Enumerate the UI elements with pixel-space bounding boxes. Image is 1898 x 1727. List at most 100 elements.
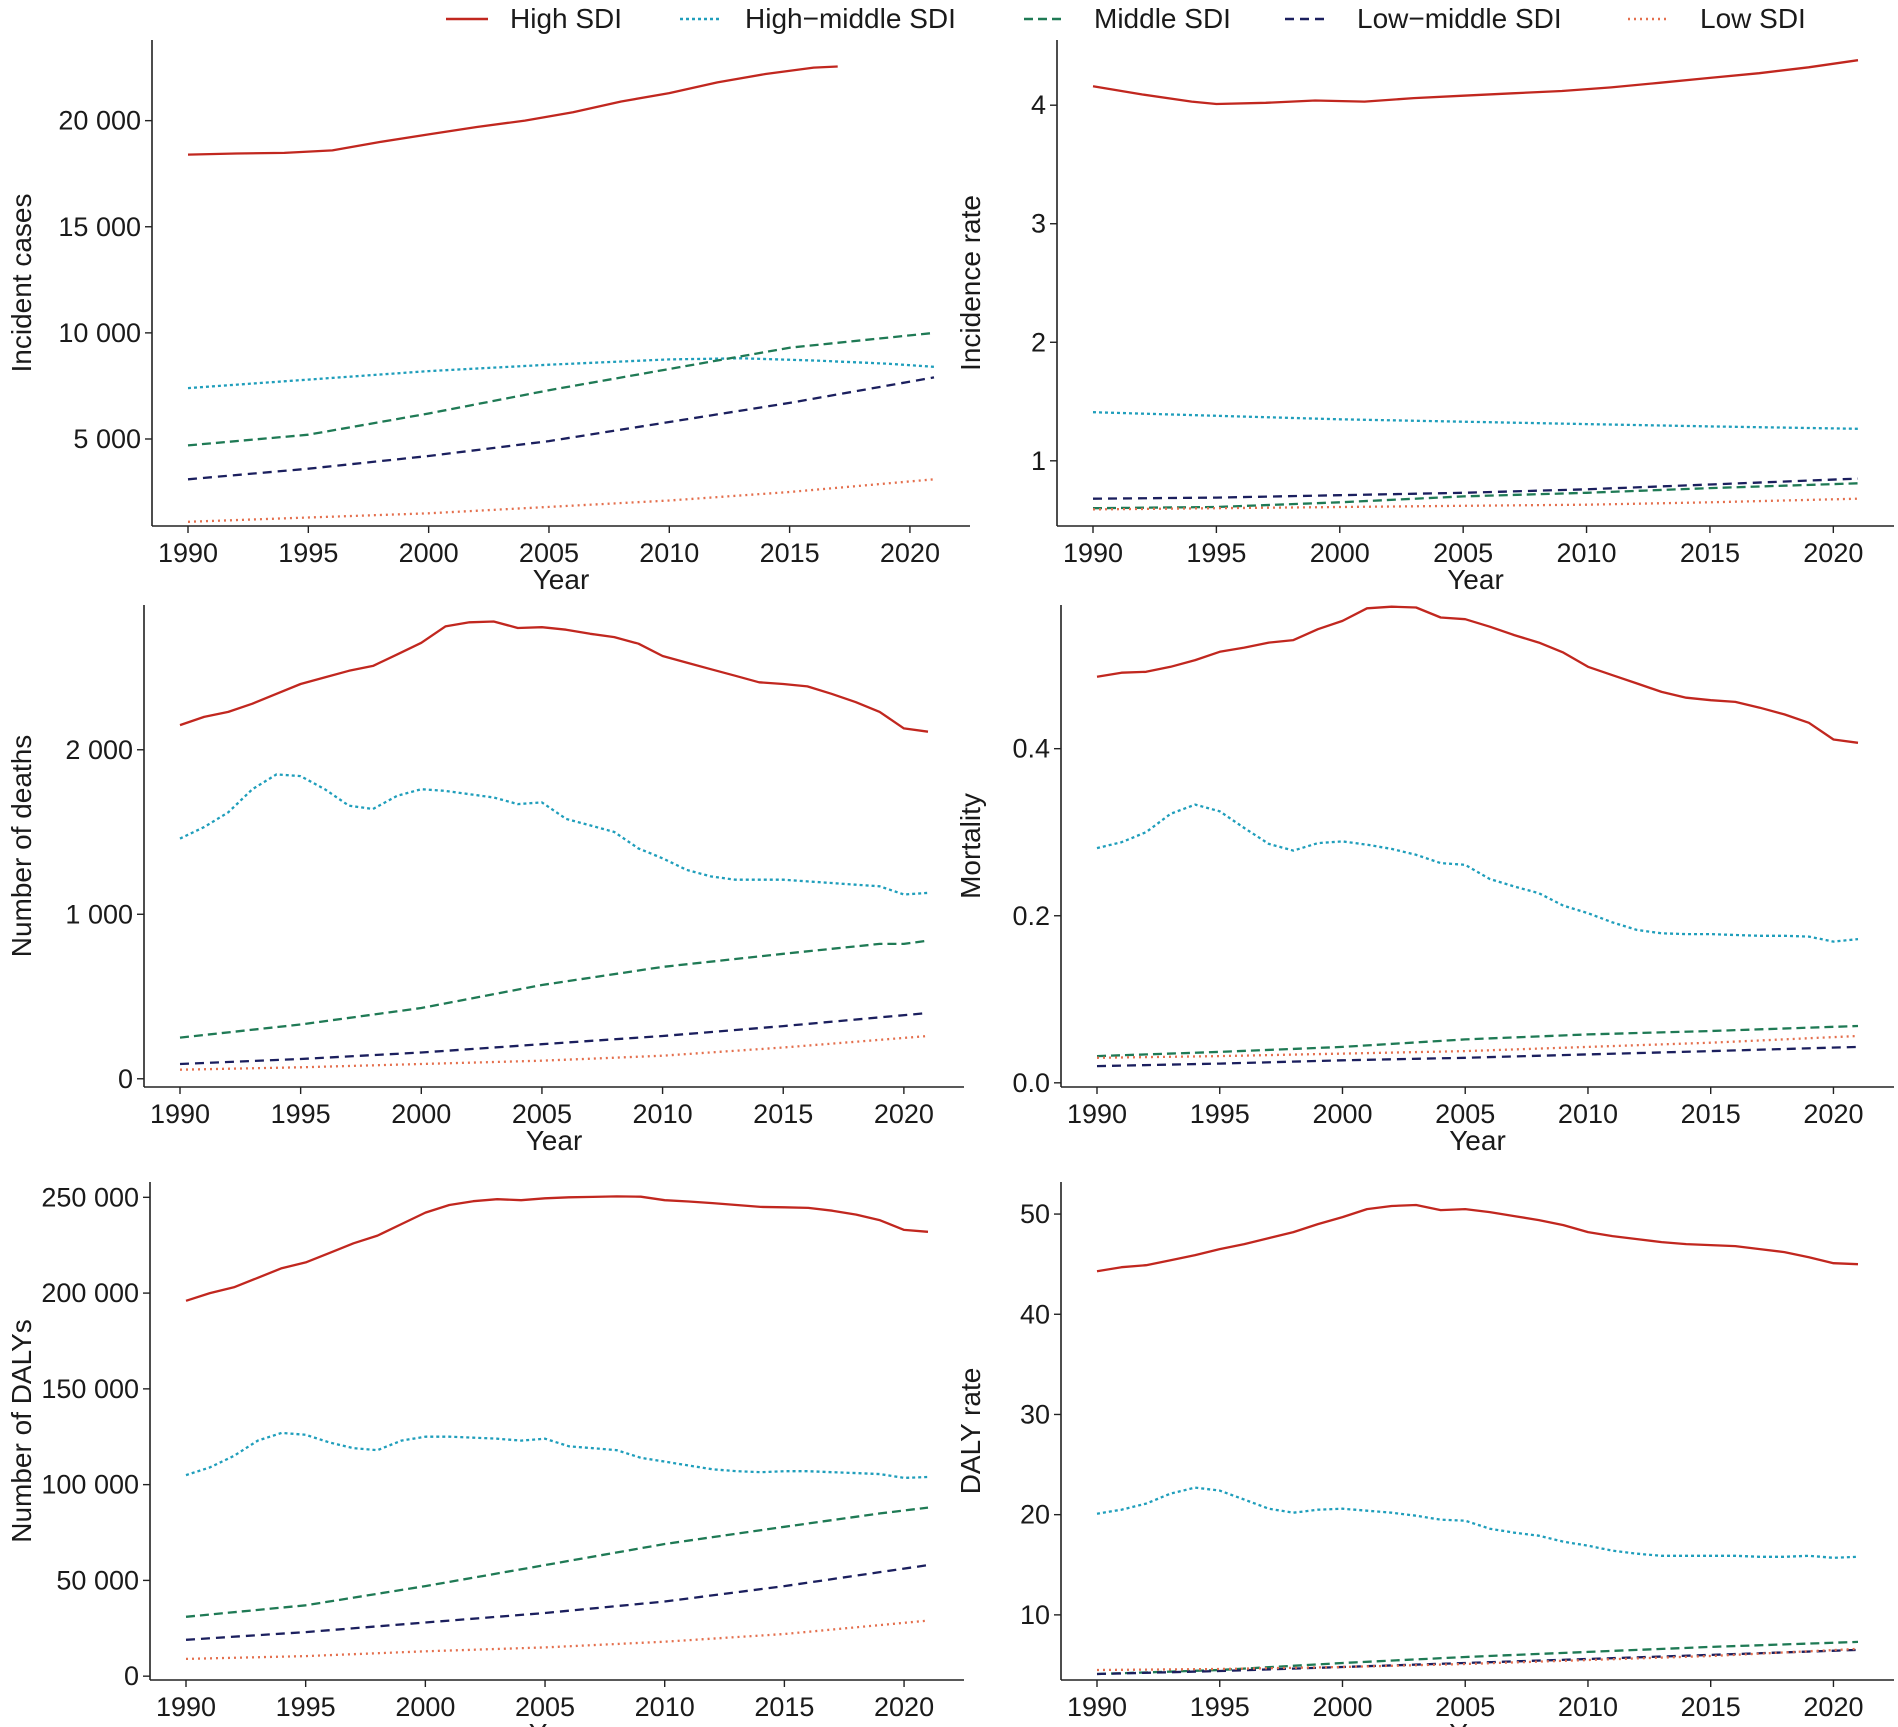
y-tick-label: 2 000 [65,735,133,765]
x-tick-label: 1990 [1067,1099,1127,1129]
x-tick-label: 2000 [1312,1692,1372,1722]
legend-label-low: Low SDI [1700,3,1806,34]
x-tick-label: 2015 [1680,538,1740,568]
series-line-low [187,478,935,523]
legend-label-mid: Middle SDI [1094,3,1231,34]
y-tick-label: 5 000 [73,424,141,454]
x-tick-label: 2020 [1803,1099,1863,1129]
x-tick-label: 2000 [391,1099,451,1129]
y-tick-label: 250 000 [41,1182,139,1212]
series-line-lowmid [1096,1045,1859,1068]
y-tick-label: 50 [1020,1199,1050,1229]
series-line-high [1096,1203,1859,1273]
chart-legend: High SDI High−middle SDI Middle SDI Low−mid… [446,3,1806,34]
incidence-rate-panel: 1 2 3 4 1990 1995 2000 2005 2010 2015 2020 Year Inci… [955,40,1894,595]
x-tick-label: 2010 [635,1692,695,1722]
x-tick-label: 2020 [874,1692,934,1722]
x-axis-title: Year [526,1125,583,1156]
x-tick-label: 2020 [874,1099,934,1129]
x-tick-label: 2010 [633,1099,693,1129]
x-axis-title: Year [1449,1125,1506,1156]
series-line-low [179,1034,929,1071]
x-tick-label: 1995 [276,1692,336,1722]
legend-label-lowmid: Low−middle SDI [1357,3,1562,34]
y-tick-label: 0.4 [1012,734,1050,764]
x-tick-label: 2005 [519,538,579,568]
y-tick-label: 0 [118,1064,133,1094]
series-line-high [187,65,838,156]
x-tick-label: 1995 [278,538,338,568]
series-line-high [179,620,929,733]
y-tick-label: 10 000 [58,318,141,348]
y-tick-label: 15 000 [58,212,141,242]
y-tick-label: 0 [124,1661,139,1691]
y-tick-label: 40 [1020,1299,1050,1329]
y-tick-label: 4 [1031,90,1046,120]
x-tick-label: 2020 [880,538,940,568]
y-axis-title: Number of DALYs [6,1319,37,1543]
x-tick-label: 1990 [1067,1692,1127,1722]
series-line-mid [1096,1640,1859,1676]
daly-rate-panel: 10 20 30 40 50 1990 1995 2000 2005 2010 2015 2020 Ye… [955,1182,1894,1727]
y-tick-label: 200 000 [41,1278,139,1308]
series-line-lowmid [179,1011,929,1066]
y-tick-label: 0.2 [1012,901,1050,931]
y-tick-label: 100 000 [41,1470,139,1500]
y-tick-label: 150 000 [41,1374,139,1404]
y-axis-title: Number of deaths [6,735,37,958]
x-tick-label: 2020 [1803,538,1863,568]
series-line-low [1096,1034,1859,1059]
x-tick-label: 1995 [1186,538,1246,568]
x-tick-label: 2000 [1312,1099,1372,1129]
x-tick-label: 1995 [1190,1099,1250,1129]
incident-cases-panel: 5 000 10 000 15 000 20 000 1990 1995 2000 2005 2… [6,40,970,595]
y-axis-title: Mortality [955,793,986,899]
series-line-lowmid [187,376,935,481]
y-tick-label: 3 [1031,209,1046,239]
series-line-mid [187,331,935,447]
y-tick-label: 20 [1020,1500,1050,1530]
series-line-highmid [185,1431,929,1480]
series-line-highmid [179,773,929,896]
series-line-mid [1096,1024,1859,1058]
series-line-low [1092,497,1859,511]
y-tick-label: 2 [1031,327,1046,357]
y-tick-label: 1 [1031,446,1046,476]
x-tick-label: 2005 [512,1099,572,1129]
x-tick-label: 2000 [395,1692,455,1722]
number-of-dalys-panel: 0 50 000 100 000 150 000 200 000 250 000 1990 1… [6,1182,964,1727]
x-tick-label: 2005 [515,1692,575,1722]
x-tick-label: 1990 [156,1692,216,1722]
x-tick-label: 1990 [158,538,218,568]
x-tick-label: 2000 [1310,538,1370,568]
y-axis-title: Incident cases [6,194,37,373]
x-axis-title: Year [1447,564,1504,595]
y-tick-label: 0.0 [1012,1068,1050,1098]
number-of-deaths-panel: 0 1 000 2 000 1990 1995 2000 2005 2010 2015 2020 Y… [6,605,964,1156]
x-axis-title: Year [533,564,590,595]
mortality-panel: 0.0 0.2 0.4 1990 1995 2000 2005 2010 2015 2020 Yea… [955,605,1894,1156]
x-tick-label: 2010 [639,538,699,568]
x-tick-label: 2010 [1558,1692,1618,1722]
x-tick-label: 2015 [754,1692,814,1722]
x-tick-label: 2015 [753,1099,813,1129]
series-line-high [1096,605,1859,744]
series-line-high [185,1195,929,1302]
series-line-low [185,1619,929,1661]
x-tick-label: 1990 [1063,538,1123,568]
series-line-high [1092,59,1859,106]
series-line-highmid [1092,411,1859,430]
y-axis-title: Incidence rate [955,195,986,371]
x-axis-title: Year [1449,1718,1506,1727]
y-tick-label: 10 [1020,1600,1050,1630]
series-line-lowmid [1092,477,1859,500]
series-line-highmid [187,357,935,390]
series-line-highmid [1096,1486,1859,1559]
x-tick-label: 1995 [271,1099,331,1129]
y-tick-label: 30 [1020,1399,1050,1429]
series-line-low [1096,1647,1859,1672]
x-tick-label: 2005 [1435,1099,1495,1129]
y-tick-label: 20 000 [58,106,141,136]
y-tick-label: 1 000 [65,899,133,929]
series-line-mid [1092,482,1859,510]
